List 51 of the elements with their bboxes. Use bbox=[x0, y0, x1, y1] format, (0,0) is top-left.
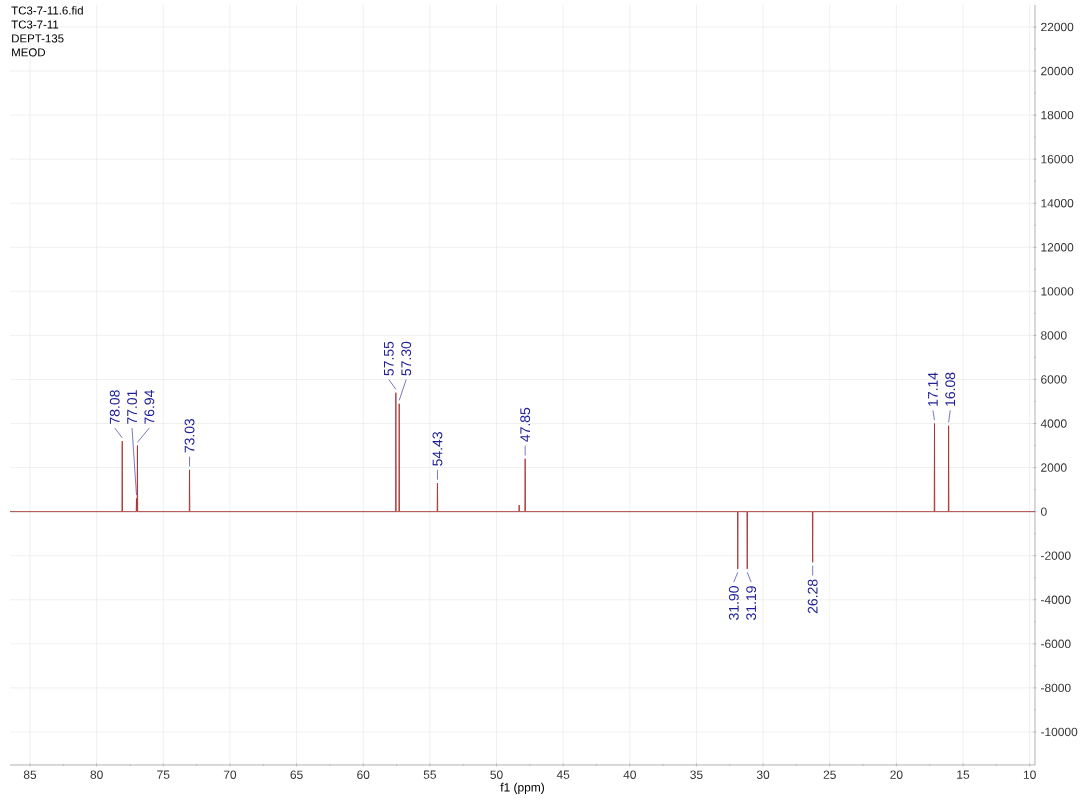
annotation: MEOD bbox=[12, 48, 46, 57]
y-tick-label: 6000 bbox=[1041, 375, 1067, 384]
x-tick-label: 10 bbox=[1023, 770, 1036, 779]
annotation: 78.08 bbox=[109, 390, 120, 424]
x-tick-label: 20 bbox=[890, 770, 903, 779]
annotation: DEPT-135 bbox=[12, 34, 64, 43]
annotation: 16.08 bbox=[945, 372, 956, 406]
y-tick-label: -10000 bbox=[1041, 727, 1078, 737]
x-tick-label: 15 bbox=[957, 770, 970, 779]
x-axis-title: f1 (ppm) bbox=[500, 782, 544, 794]
x-tick-label: 35 bbox=[690, 770, 703, 779]
annotation: 57.55 bbox=[384, 341, 394, 376]
x-tick-label: 30 bbox=[756, 770, 770, 779]
x-tick-label: 25 bbox=[823, 770, 836, 779]
annotation: 17.14 bbox=[928, 372, 938, 406]
y-tick-label: 2000 bbox=[1041, 463, 1067, 472]
annotation: 54.43 bbox=[432, 432, 443, 466]
y-tick-label: 16000 bbox=[1041, 154, 1074, 164]
x-tick-label: 75 bbox=[157, 770, 170, 779]
x-tick-label: 65 bbox=[290, 770, 303, 779]
y-tick-label: 4000 bbox=[1040, 419, 1067, 428]
x-tick-label: 55 bbox=[423, 770, 436, 779]
annotation: TC3-7-11.6.fid bbox=[11, 6, 83, 15]
y-tick-label: 0 bbox=[1040, 507, 1047, 516]
annotation: 31.19 bbox=[746, 586, 757, 620]
annotation: TC3-7-11 bbox=[11, 20, 59, 29]
annotation: 76.94 bbox=[144, 390, 155, 424]
annotation: 57.30 bbox=[401, 341, 412, 376]
annotation: 77.01 bbox=[127, 390, 137, 424]
x-tick-label: 60 bbox=[357, 770, 370, 779]
x-tick-label: 50 bbox=[490, 770, 503, 779]
x-tick-label: 80 bbox=[90, 770, 103, 779]
annotation: 47.85 bbox=[520, 407, 531, 442]
y-tick-label: 20000 bbox=[1041, 66, 1074, 76]
y-tick-label: -4000 bbox=[1041, 595, 1071, 604]
x-tick-label: 70 bbox=[223, 770, 237, 779]
x-tick-label: 85 bbox=[23, 770, 37, 779]
y-tick-label: -6000 bbox=[1041, 639, 1071, 649]
y-tick-label: 18000 bbox=[1041, 110, 1074, 120]
y-tick-label: -2000 bbox=[1041, 551, 1071, 560]
annotation: 73.03 bbox=[184, 418, 195, 453]
x-tick-label: 40 bbox=[623, 770, 636, 779]
y-tick-label: 14000 bbox=[1041, 199, 1074, 208]
annotation: 31.90 bbox=[728, 586, 739, 620]
y-tick-label: 8000 bbox=[1041, 331, 1067, 340]
y-tick-label: 12000 bbox=[1041, 243, 1074, 252]
annotation: 26.28 bbox=[807, 579, 818, 614]
y-tick-label: 10000 bbox=[1041, 287, 1074, 296]
y-tick-label: -8000 bbox=[1041, 683, 1071, 693]
x-tick-label: 45 bbox=[556, 770, 570, 779]
y-tick-label: 22000 bbox=[1041, 22, 1074, 32]
